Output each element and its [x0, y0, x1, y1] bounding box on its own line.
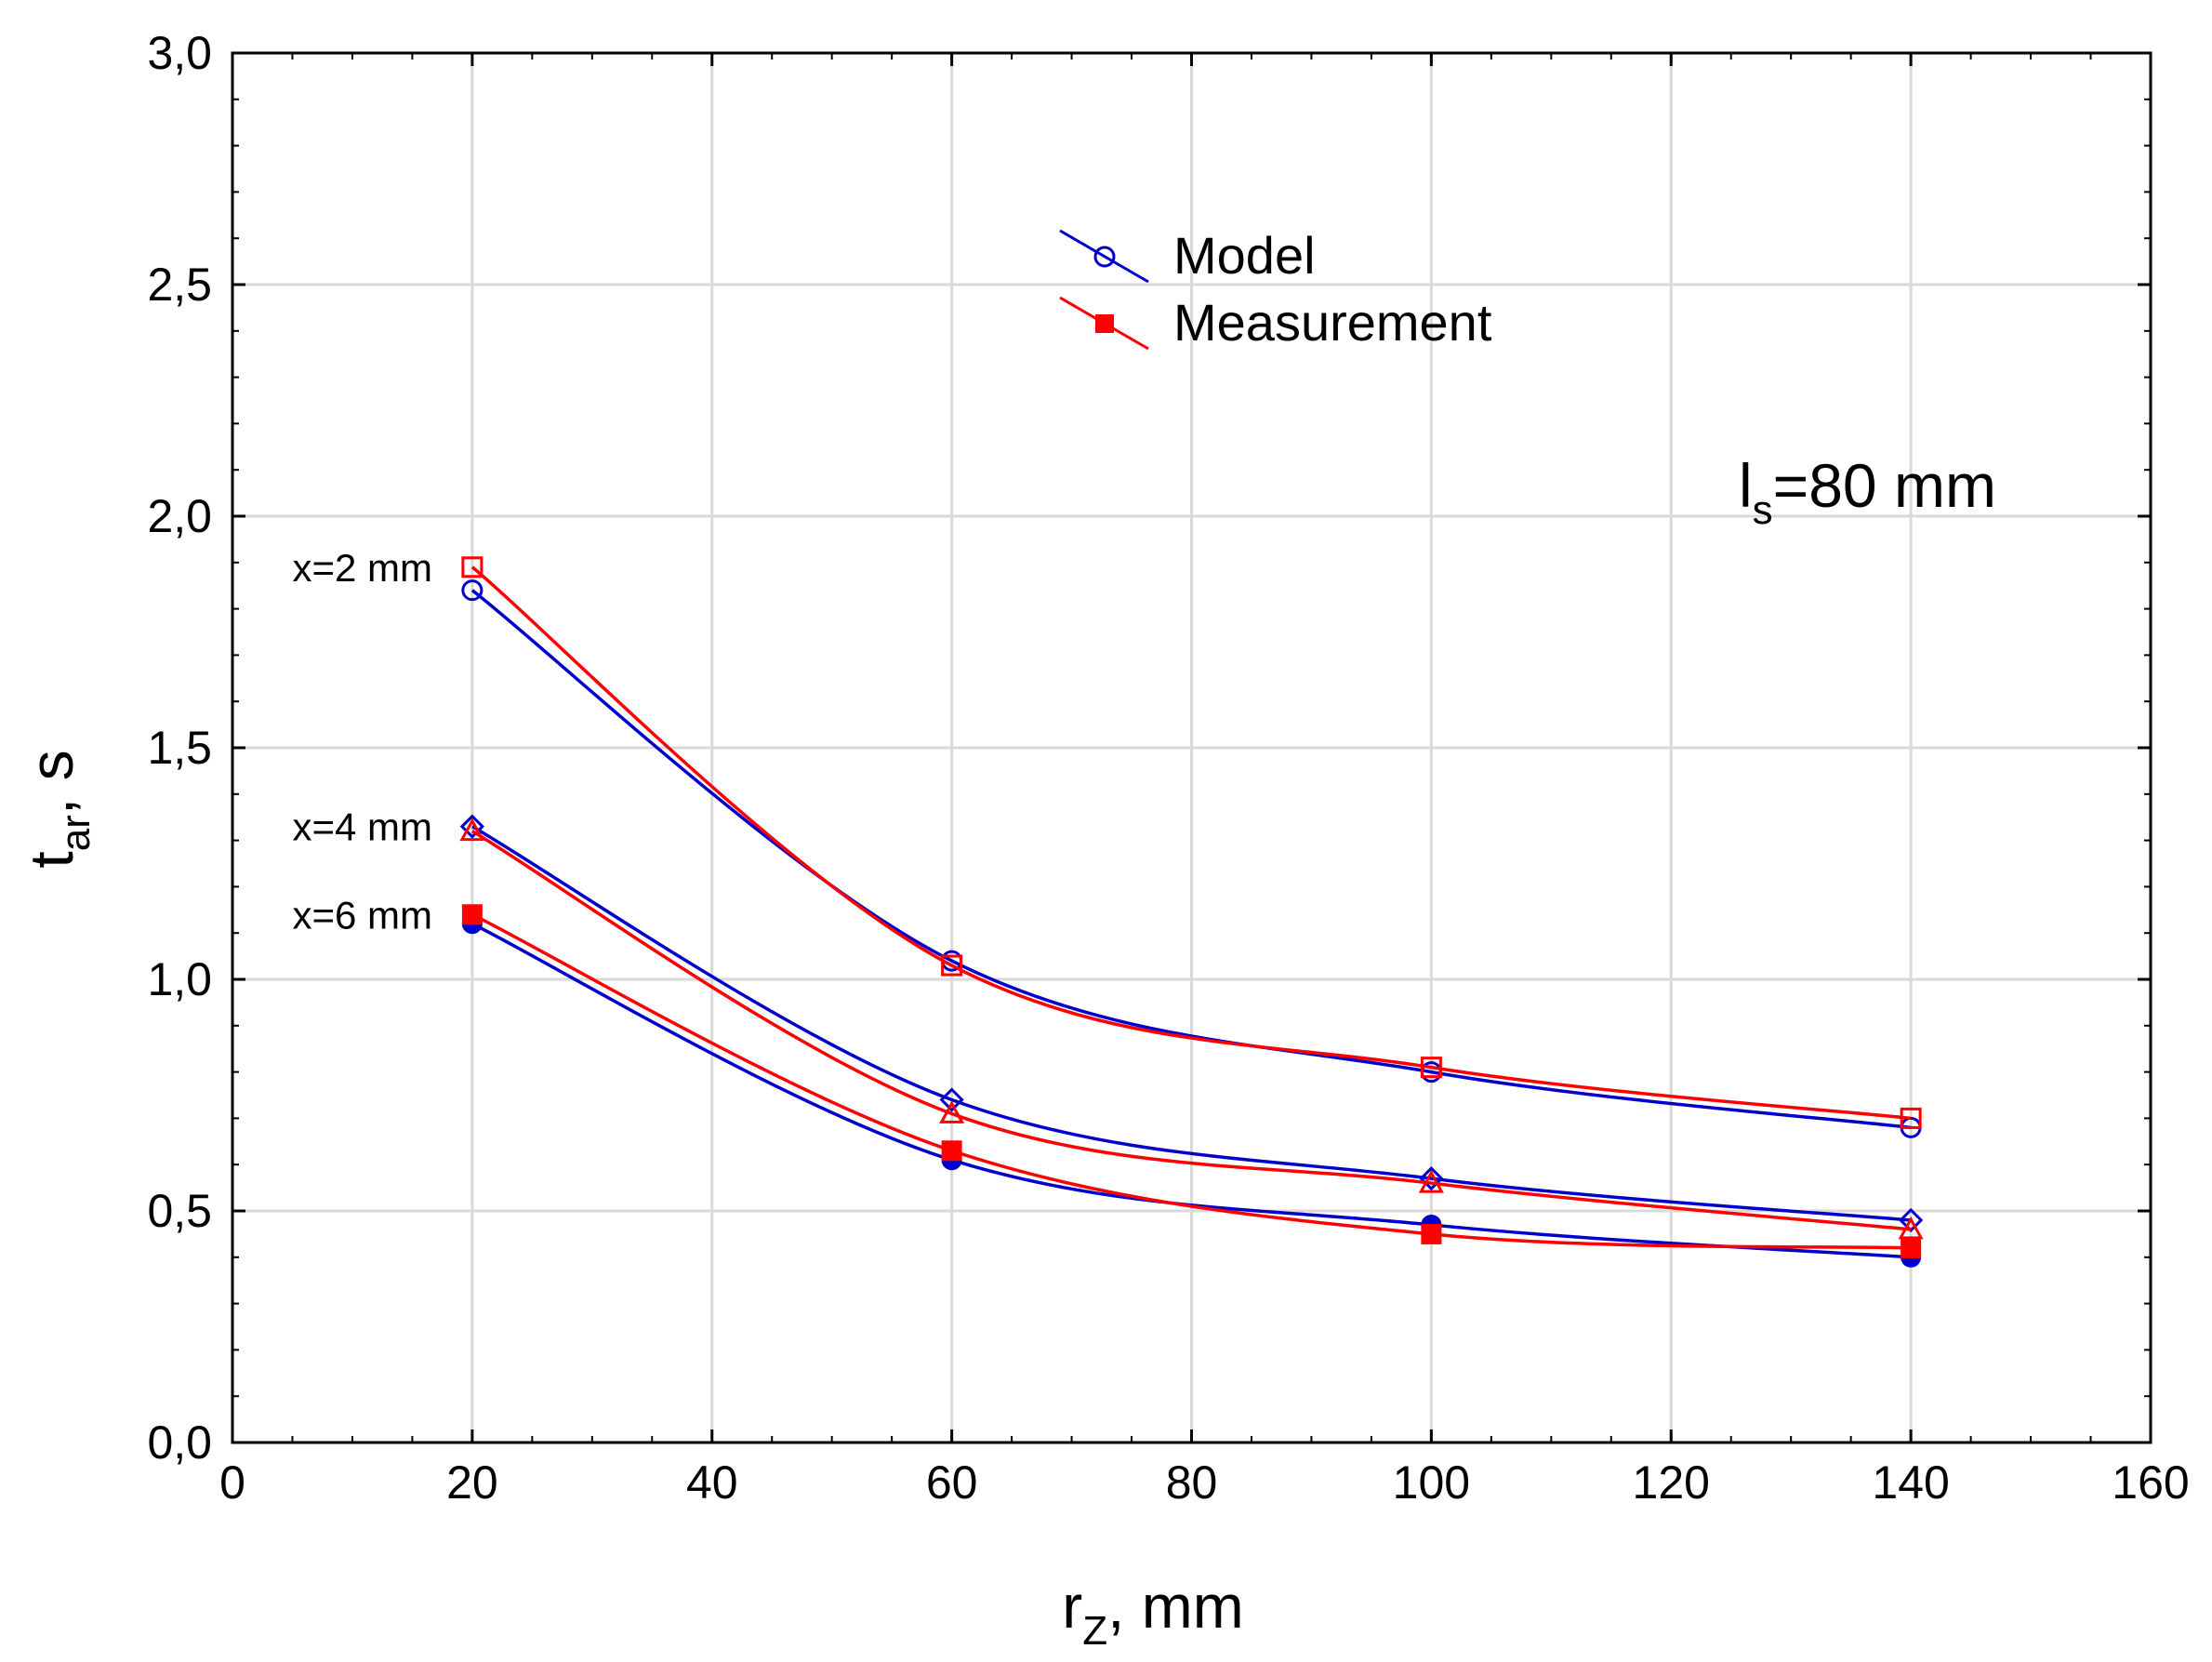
- y-axis-title-main: t: [17, 851, 86, 868]
- series-line: [471, 825, 1912, 1222]
- y-axis-title-suffix: , s: [17, 750, 86, 815]
- series-line: [470, 830, 1912, 1231]
- square-marker: [1900, 1107, 1922, 1129]
- triangle-marker: [1418, 1170, 1444, 1193]
- x-tick-label: 20: [446, 1456, 498, 1509]
- annotation-sub: s: [1753, 487, 1773, 533]
- x-tick-label: 80: [1166, 1456, 1218, 1509]
- group-label: x=6 mm: [292, 893, 432, 937]
- x-tick-label: 60: [926, 1456, 978, 1509]
- square-marker: [461, 904, 483, 925]
- square-marker: [1901, 1237, 1922, 1258]
- legend-model-line: [1059, 229, 1149, 284]
- series-model-x-4-mm: [459, 814, 1924, 1233]
- y-tick-label: 2,0: [147, 490, 212, 542]
- y-axis-title-sub: ar: [53, 815, 99, 851]
- legend: Model Measurement: [1059, 226, 1492, 352]
- triangle-marker: [459, 818, 485, 842]
- series-layer: [459, 556, 1924, 1268]
- axes: [231, 51, 2152, 1444]
- diamond-marker: [1899, 1207, 1924, 1233]
- x-axis-title-sub: Z: [1082, 1608, 1107, 1654]
- series-measurement-x-2-mm: [461, 556, 1922, 1129]
- square-marker: [941, 1140, 962, 1162]
- group-labels: x=2 mm x=4 mm x=6 mm: [292, 546, 432, 937]
- grid: [232, 53, 2151, 1443]
- group-label: x=2 mm: [292, 546, 432, 590]
- legend-measurement-label: Measurement: [1173, 293, 1492, 352]
- y-tick-label: 1,0: [147, 953, 212, 1005]
- diamond-marker: [1419, 1166, 1444, 1191]
- x-tick-label: 40: [686, 1456, 738, 1509]
- square-marker: [1420, 1057, 1442, 1079]
- series-line: [470, 589, 1912, 1130]
- y-tick-label: 0,5: [147, 1185, 212, 1237]
- legend-measurement-marker: [1095, 314, 1114, 333]
- x-tick-label: 160: [2112, 1456, 2189, 1509]
- y-axis-title: tar, s: [17, 750, 99, 868]
- x-tick-label: 100: [1393, 1456, 1470, 1509]
- diamond-marker: [939, 1087, 964, 1112]
- triangle-marker: [939, 1100, 965, 1124]
- annotation-suffix: =80 mm: [1773, 451, 1996, 520]
- x-axis-title: rZ, mm: [1062, 1572, 1244, 1654]
- square-marker: [941, 954, 963, 977]
- y-tick-label: 3,0: [147, 27, 212, 79]
- x-axis-title-main: r: [1062, 1572, 1082, 1641]
- annotation-ls: ls=80 mm: [1739, 451, 1996, 533]
- series-line: [470, 565, 1912, 1121]
- x-tick-label: 120: [1633, 1456, 1710, 1509]
- x-tick-label: 140: [1872, 1456, 1949, 1509]
- legend-model-marker: [1093, 246, 1116, 268]
- diamond-marker: [459, 814, 484, 839]
- group-label: x=4 mm: [292, 805, 432, 849]
- tick-labels: 0 20 40 60 80 100 120 140 160 0,0 0,5 1,0 1,5 2,0 2,5 3…: [147, 27, 2189, 1509]
- legend-model-label: Model: [1173, 226, 1316, 285]
- circle-marker: [461, 579, 483, 602]
- y-tick-label: 2,5: [147, 259, 212, 311]
- y-tick-label: 1,5: [147, 722, 212, 774]
- y-tick-label: 0,0: [147, 1416, 212, 1469]
- square-marker: [1421, 1223, 1442, 1244]
- x-axis-title-suffix: , mm: [1107, 1572, 1244, 1641]
- series-measurement-x-6-mm: [461, 904, 1922, 1258]
- x-tick-label: 0: [219, 1456, 245, 1509]
- square-marker: [461, 556, 483, 578]
- series-line: [471, 912, 1912, 1250]
- annotation-main: l: [1739, 451, 1753, 520]
